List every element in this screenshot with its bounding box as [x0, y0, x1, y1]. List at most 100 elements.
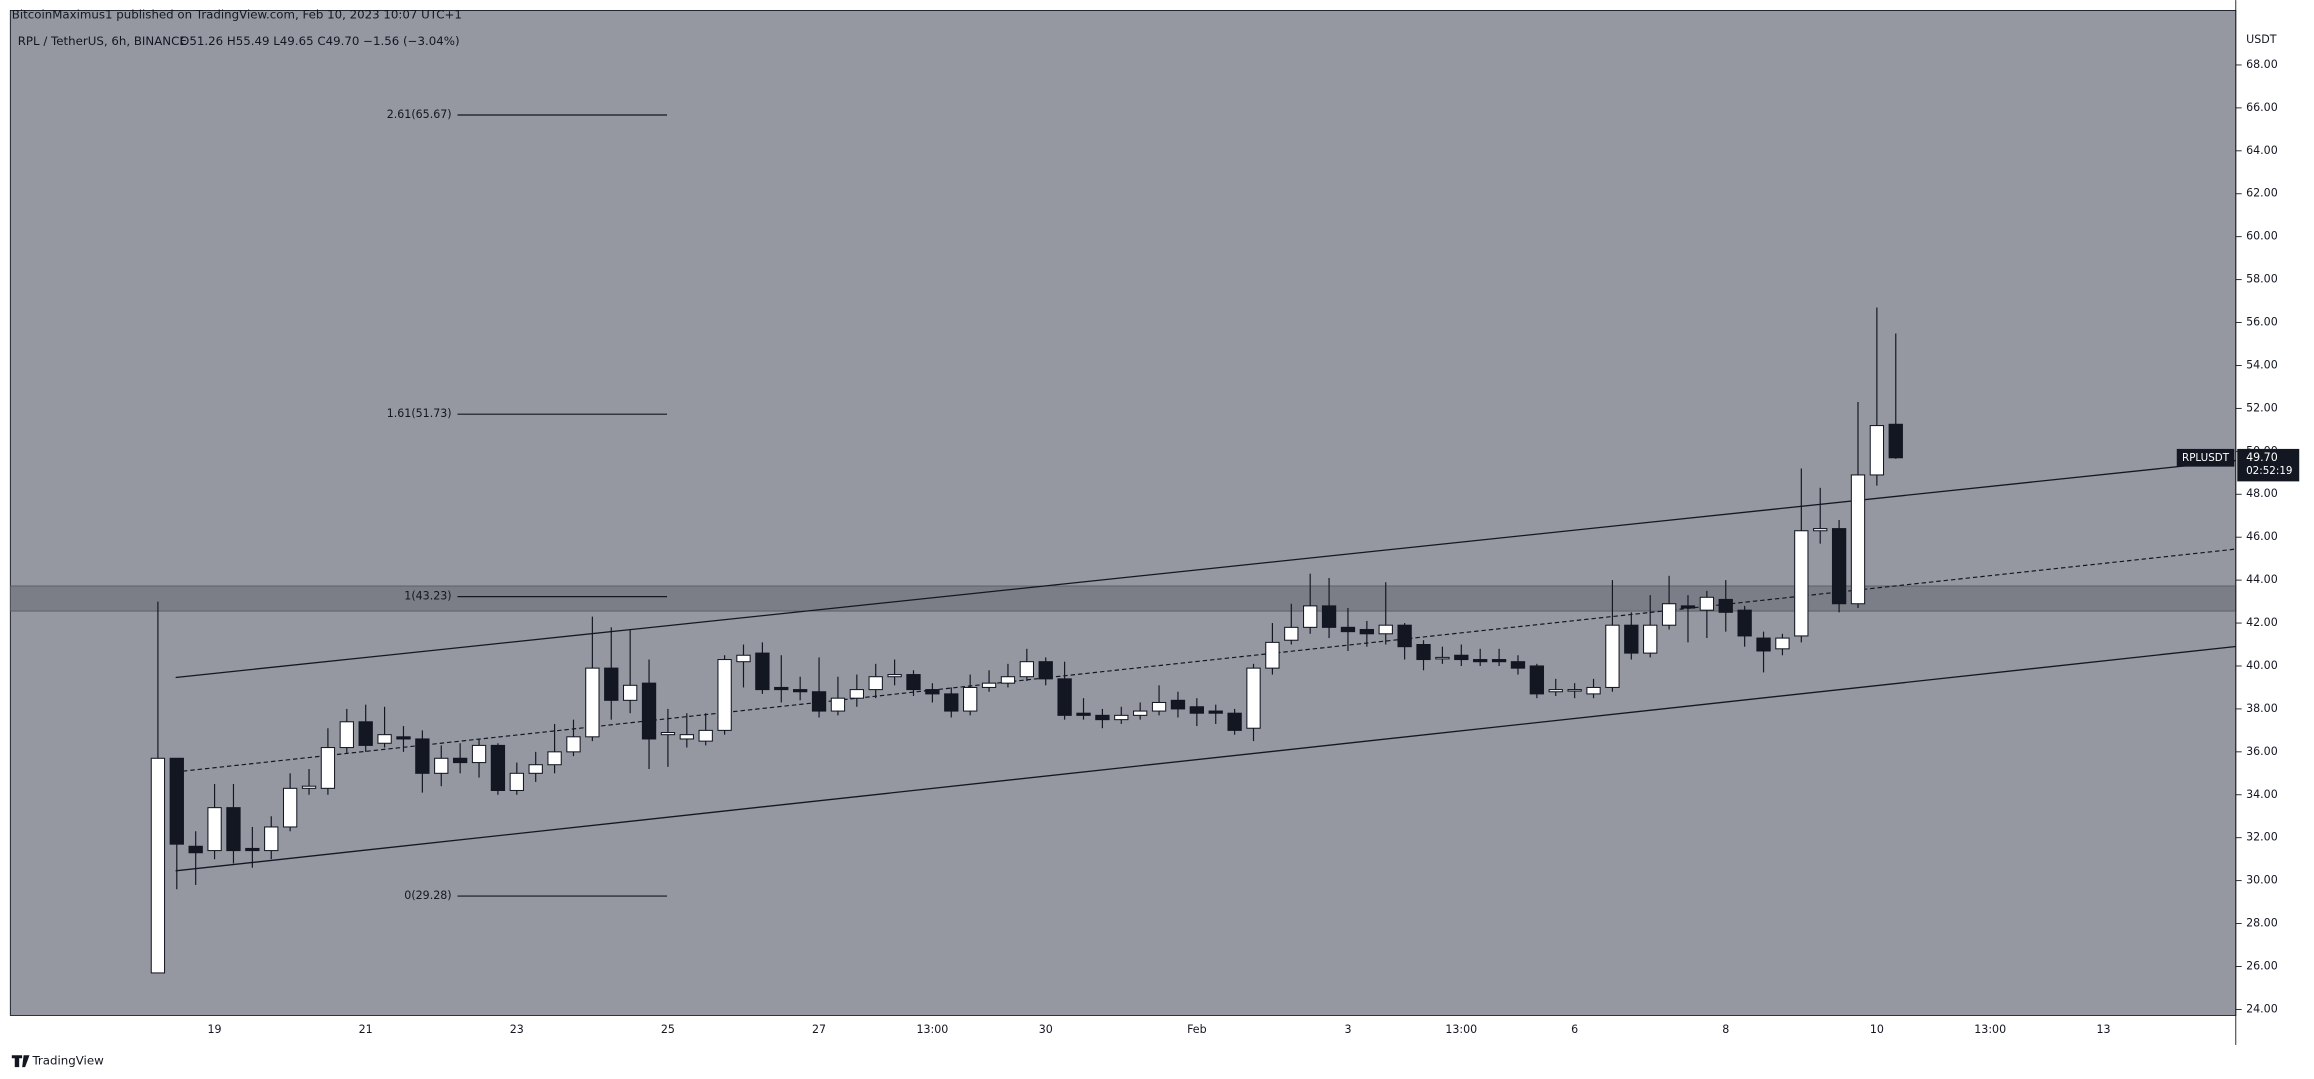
- candle-body: [906, 674, 921, 691]
- candle-body: [1359, 628, 1375, 635]
- candle-body: [1510, 661, 1526, 669]
- candle-body: [660, 732, 676, 736]
- y-tick-label: 66.00: [2246, 101, 2278, 114]
- candle-body: [887, 674, 902, 678]
- candle-body: [1076, 712, 1091, 716]
- candle-body: [963, 686, 978, 712]
- x-tick-label: 6: [1571, 1023, 1578, 1036]
- ticker-tag: [2176, 448, 2235, 467]
- y-tick-label: 24.00: [2246, 1002, 2278, 1015]
- candle-body: [452, 757, 468, 764]
- candle-body: [226, 807, 241, 852]
- candle-body: [1643, 624, 1658, 654]
- x-tick-label: 23: [510, 1023, 524, 1036]
- plot-area: [9, 9, 2237, 1016]
- candle-body: [471, 744, 487, 764]
- candle-body: [358, 721, 373, 746]
- x-tick-label: 13:00: [1445, 1023, 1477, 1036]
- candle-body: [1586, 686, 1601, 695]
- x-tick-label: 19: [208, 1023, 222, 1036]
- candle-body: [150, 757, 166, 974]
- candle-body: [509, 772, 524, 791]
- candle-body: [1170, 699, 1186, 710]
- logo: [11, 1055, 30, 1068]
- y-tick-label: 32.00: [2246, 831, 2278, 844]
- candle-body: [434, 757, 449, 774]
- y-tick-label: 36.00: [2246, 745, 2278, 758]
- y-tick-label: 28.00: [2246, 917, 2278, 930]
- channel-middle: [175, 548, 2236, 773]
- resistance-zone: [9, 585, 2237, 612]
- symbol: RPL / TetherUS, 6h, BINANCE: [18, 34, 187, 48]
- y-tick-label: 60.00: [2246, 230, 2278, 243]
- candle-body: [622, 684, 638, 701]
- candle-body: [1680, 605, 1696, 609]
- axis-unit: USDT: [2246, 33, 2277, 46]
- y-tick-label: 42.00: [2246, 616, 2278, 629]
- y-tick-label: 46.00: [2246, 530, 2278, 543]
- ohlc-stats: O51.26 H55.49 L49.65 C49.70 −1.56 (−3.04…: [180, 34, 460, 48]
- candle-body: [1756, 637, 1771, 652]
- price-label: 49.70: [2246, 451, 2278, 464]
- candle-body: [1794, 530, 1809, 637]
- candle-body: [1548, 689, 1563, 693]
- candle-body: [282, 787, 298, 828]
- y-tick-label: 58.00: [2246, 273, 2278, 286]
- candle-body: [169, 757, 184, 845]
- x-tick-label: 10: [1870, 1023, 1884, 1036]
- candle-body: [1378, 624, 1393, 635]
- fib-label: 1(43.23): [404, 590, 451, 603]
- candle-body: [717, 659, 732, 731]
- candle-body: [641, 682, 657, 740]
- candle-body: [1888, 423, 1903, 459]
- candle-body: [1661, 603, 1677, 626]
- candle-body: [1491, 659, 1507, 663]
- candle-body: [1813, 528, 1828, 532]
- x-tick-label: Feb: [1187, 1023, 1207, 1036]
- candle-body: [868, 676, 883, 691]
- fib-label: 2.61(65.67): [387, 108, 452, 121]
- candle-body: [1435, 656, 1450, 660]
- candle-body: [981, 682, 997, 688]
- x-tick-label: 21: [359, 1023, 373, 1036]
- x-tick-label: 30: [1039, 1023, 1053, 1036]
- y-tick-label: 68.00: [2246, 58, 2278, 71]
- y-tick-label: 48.00: [2246, 487, 2278, 500]
- candle-body: [1227, 712, 1242, 731]
- candle-body: [1624, 624, 1639, 654]
- y-tick-label: 56.00: [2246, 316, 2278, 329]
- candle-body: [1189, 706, 1205, 714]
- candle-body: [1831, 528, 1847, 605]
- candle-body: [1529, 665, 1545, 695]
- candle-body: [339, 721, 354, 749]
- candle-body: [1737, 609, 1752, 637]
- candle-body: [698, 729, 713, 742]
- x-tick-label: 13: [2097, 1023, 2111, 1036]
- candle-body: [1397, 624, 1412, 648]
- candle-body: [793, 689, 808, 693]
- candle-body: [1699, 596, 1715, 611]
- y-tick-label: 38.00: [2246, 702, 2278, 715]
- channel-upper: [175, 459, 2236, 679]
- candle-body: [925, 689, 940, 695]
- candle-body: [1473, 659, 1488, 663]
- candle-body: [585, 667, 600, 738]
- candle-body: [1416, 644, 1431, 661]
- candle-body: [1151, 701, 1167, 712]
- candle-body: [1850, 474, 1866, 605]
- header: BitcoinMaximus1 published on TradingView…: [12, 7, 462, 21]
- fib-label: 0(29.28): [404, 889, 451, 902]
- candle-body: [1000, 676, 1016, 684]
- candle-body: [528, 764, 543, 774]
- x-tick-label: 8: [1722, 1023, 1729, 1036]
- candle-body: [547, 751, 562, 766]
- candle-body: [264, 826, 279, 852]
- x-tick-label: 25: [661, 1023, 675, 1036]
- y-tick-label: 62.00: [2246, 187, 2278, 200]
- countdown: 02:52:19: [2246, 465, 2292, 477]
- y-tick-label: 44.00: [2246, 573, 2278, 586]
- candle-body: [320, 747, 336, 789]
- candle-body: [1605, 624, 1620, 688]
- x-tick-label: 27: [812, 1023, 826, 1036]
